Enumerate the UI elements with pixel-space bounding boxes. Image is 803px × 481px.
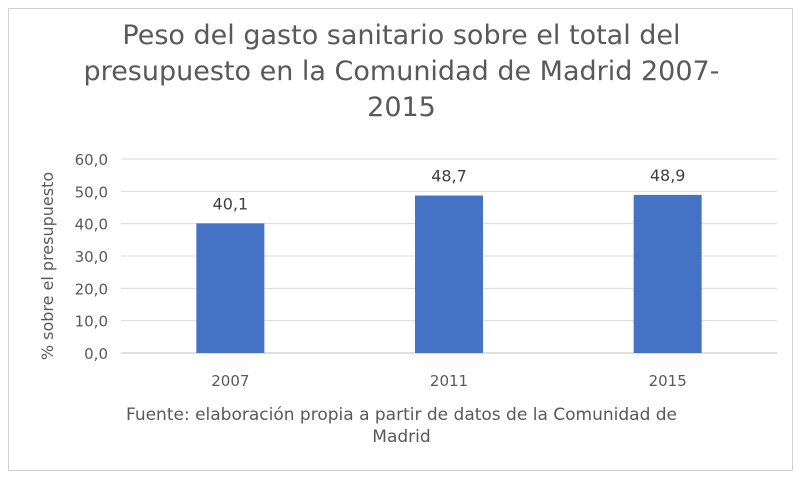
source-note-line-1: Fuente: elaboración propia a partir de d… <box>125 405 678 425</box>
y-tick-label: 40,0 <box>75 216 108 234</box>
y-axis-title: % sobre el presupuesto <box>38 172 57 360</box>
y-tick-label: 10,0 <box>75 313 108 331</box>
x-tick-label: 2007 <box>211 372 249 390</box>
x-tick-label: 2015 <box>649 372 687 390</box>
source-note: Fuente: elaboración propia a partir de d… <box>0 404 803 448</box>
chart-title-line-1: Peso del gasto sanitario sobre el total … <box>122 20 681 51</box>
x-tick-label: 2011 <box>430 372 468 390</box>
data-label: 40,1 <box>213 194 249 213</box>
chart-title: Peso del gasto sanitario sobre el total … <box>0 18 803 126</box>
bar <box>633 194 702 353</box>
data-label: 48,9 <box>650 166 686 185</box>
bar <box>415 195 483 353</box>
source-note-line-2: Madrid <box>372 427 431 447</box>
y-tick-label: 50,0 <box>75 183 108 201</box>
data-label: 48,7 <box>431 167 467 186</box>
chart-title-line-3: 2015 <box>367 92 436 123</box>
y-tick-label: 30,0 <box>75 248 108 266</box>
y-tick-label: 20,0 <box>75 280 108 298</box>
y-tick-label: 60,0 <box>75 151 108 169</box>
y-tick-label: 0,0 <box>84 345 108 363</box>
chart-title-line-2: presupuesto en la Comunidad de Madrid 20… <box>83 56 720 87</box>
bar <box>196 223 265 353</box>
